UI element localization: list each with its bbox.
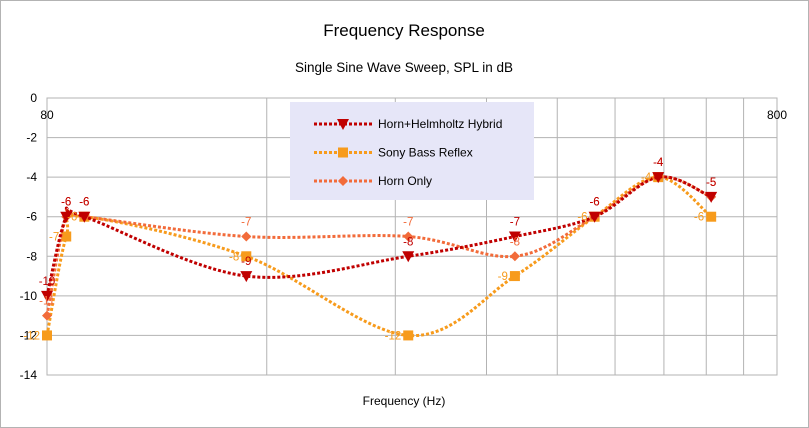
data-point [61, 231, 72, 242]
data-point [41, 290, 53, 302]
data-label: -6 [67, 212, 77, 224]
data-point [652, 172, 665, 184]
data-label: -12 [385, 330, 402, 342]
data-point [78, 211, 91, 223]
data-label: -7 [241, 217, 251, 229]
data-label: -6 [589, 197, 599, 209]
data-label: -6 [61, 197, 71, 209]
data-label: -8 [229, 251, 239, 263]
data-point [588, 211, 601, 223]
data-label: -7 [510, 217, 520, 229]
data-point [42, 330, 52, 341]
data-labels: -12-7-6-8-12-9-6-4-6-11-6 -6-7 -7-8-6-4-5-… [23, 157, 716, 342]
series-line [45, 175, 712, 297]
legend-label: Horn Only [378, 174, 432, 188]
legend: Horn+Helmholtz Hybrid Sony Bass Reflex Hor… [290, 102, 534, 200]
legend-swatch-marker [338, 176, 348, 186]
y-tick-label: -2 [26, 131, 37, 145]
chart-title: Frequency Response [323, 21, 485, 40]
data-point [403, 330, 414, 341]
data-label: -9 [241, 256, 251, 268]
data-label: -4 [653, 157, 664, 169]
data-label: -6 [694, 212, 704, 224]
series [41, 172, 718, 341]
data-label: -6 [79, 197, 89, 209]
x-tick-label: 80 [40, 108, 54, 122]
data-label: -7 [49, 232, 59, 244]
data-point [509, 271, 520, 282]
y-tick-label: -12 [20, 328, 38, 342]
legend-swatch-marker [338, 147, 348, 158]
x-axis-title: Frequency (Hz) [363, 394, 446, 408]
data-point [403, 231, 414, 242]
data-point [706, 211, 717, 222]
data-point [705, 191, 718, 203]
data-label: -11 [39, 296, 55, 308]
data-label: -6 [589, 197, 599, 209]
data-point [241, 231, 252, 242]
data-label: -5 [706, 177, 716, 189]
x-tick-label: 800 [767, 108, 787, 122]
x-axis-ticks: 80 800 [40, 108, 787, 122]
data-point [241, 251, 252, 262]
data-point [508, 231, 521, 243]
data-label: -12 [23, 330, 40, 342]
y-tick-label: -10 [20, 289, 38, 303]
data-label: -5 [706, 177, 716, 189]
data-label: -6 [577, 212, 587, 224]
data-label: -9 [498, 271, 508, 283]
legend-label: Sony Bass Reflex [378, 146, 473, 160]
data-label: -8 [510, 236, 520, 248]
series-line [45, 175, 712, 316]
data-point [240, 271, 253, 283]
data-label: -4 [653, 157, 664, 169]
chart-subtitle: Single Sine Wave Sweep, SPL in dB [295, 60, 513, 75]
data-label: -4 [641, 172, 652, 184]
plot-area [46, 97, 778, 376]
data-point [60, 211, 73, 223]
data-label: -10 [39, 276, 56, 288]
series-0 [41, 172, 718, 302]
data-label: -7 [403, 217, 413, 229]
data-label: -6 [79, 197, 89, 209]
y-tick-label: -4 [26, 170, 37, 184]
data-point [42, 310, 52, 321]
y-tick-label: -14 [20, 368, 38, 382]
y-axis-ticks: 0 -2 -4 -6 -8 -10 -12 -14 [20, 91, 38, 382]
legend-swatch-marker [337, 119, 349, 130]
data-point [509, 251, 520, 262]
legend-label: Horn+Helmholtz Hybrid [378, 117, 502, 131]
data-label: -6 [61, 197, 71, 209]
data-point [402, 251, 415, 263]
y-tick-label: -8 [26, 249, 37, 263]
y-tick-label: -6 [26, 210, 37, 224]
data-label: -8 [403, 236, 413, 248]
y-tick-label: 0 [30, 91, 37, 105]
